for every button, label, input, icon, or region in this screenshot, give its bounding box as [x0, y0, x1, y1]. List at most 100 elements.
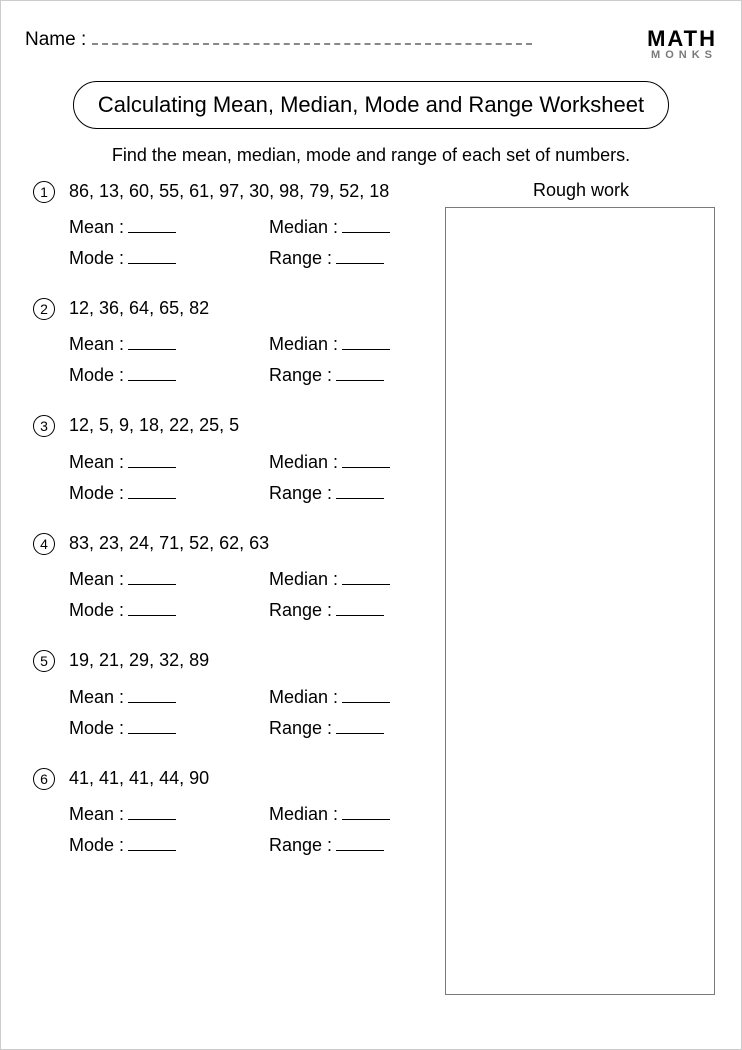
mode-field-label: Mode : [69, 483, 124, 504]
median-field-blank[interactable] [342, 584, 390, 585]
answer-row: Mean :Median : [69, 804, 431, 825]
mean-field: Mean : [69, 334, 229, 355]
question-head: 519, 21, 29, 32, 89 [33, 649, 431, 672]
question-head: 483, 23, 24, 71, 52, 62, 63 [33, 532, 431, 555]
median-field: Median : [269, 452, 429, 473]
mode-field-label: Mode : [69, 835, 124, 856]
range-field-blank[interactable] [336, 733, 384, 734]
mean-field-label: Mean : [69, 334, 124, 355]
mean-field-blank[interactable] [128, 819, 176, 820]
mean-field-label: Mean : [69, 569, 124, 590]
range-field: Range : [269, 718, 429, 739]
median-field: Median : [269, 217, 429, 238]
mode-field-blank[interactable] [128, 850, 176, 851]
median-field-blank[interactable] [342, 232, 390, 233]
question-data: 86, 13, 60, 55, 61, 97, 30, 98, 79, 52, … [69, 180, 389, 203]
median-field-blank[interactable] [342, 467, 390, 468]
question-data: 83, 23, 24, 71, 52, 62, 63 [69, 532, 269, 555]
question-head: 641, 41, 41, 44, 90 [33, 767, 431, 790]
range-field-blank[interactable] [336, 615, 384, 616]
range-field-label: Range : [269, 248, 332, 269]
question-6: 641, 41, 41, 44, 90 Mean :Median : Mode :R… [33, 767, 431, 856]
mode-field-blank[interactable] [128, 733, 176, 734]
answer-row: Mode : Range : [69, 483, 431, 504]
range-field-label: Range : [269, 483, 332, 504]
range-field-blank[interactable] [336, 380, 384, 381]
rough-work-box[interactable] [445, 207, 715, 995]
mode-field: Mode : [69, 248, 229, 269]
mean-field-blank[interactable] [128, 467, 176, 468]
mode-field: Mode : [69, 483, 229, 504]
answer-row: Mode :Range : [69, 600, 431, 621]
median-field-blank[interactable] [342, 819, 390, 820]
mean-field: Mean : [69, 452, 229, 473]
range-field-blank[interactable] [336, 498, 384, 499]
name-block: Name : [25, 29, 532, 51]
mode-field-blank[interactable] [128, 615, 176, 616]
mode-field: Mode : [69, 835, 229, 856]
median-field: Median : [269, 687, 429, 708]
mean-field: Mean : [69, 217, 229, 238]
median-field-label: Median : [269, 452, 338, 473]
answer-row: Mode : Range : [69, 365, 431, 386]
question-answers: Mean : Median : Mode :Range : [33, 569, 431, 621]
question-head: 212, 36, 64, 65, 82 [33, 297, 431, 320]
answer-row: Mean : Median : [69, 687, 431, 708]
question-data: 19, 21, 29, 32, 89 [69, 649, 209, 672]
mean-field: Mean : [69, 569, 229, 590]
answer-row: Mean : Median : [69, 569, 431, 590]
mode-field-blank[interactable] [128, 380, 176, 381]
range-field-label: Range : [269, 718, 332, 739]
median-field-blank[interactable] [342, 702, 390, 703]
header-row: Name : MATH MONKS [25, 29, 717, 61]
mean-field-label: Mean : [69, 452, 124, 473]
mean-field-label: Mean : [69, 687, 124, 708]
range-field: Range : [269, 365, 429, 386]
question-3: 3 12, 5, 9, 18, 22, 25, 5 Mean : Median : Mo… [33, 414, 431, 503]
answer-row: Mode :Range : [69, 835, 431, 856]
question-answers: Mean : Median : Mode : Range : [33, 217, 431, 269]
mode-field-blank[interactable] [128, 498, 176, 499]
median-field: Median : [269, 334, 429, 355]
range-field-blank[interactable] [336, 850, 384, 851]
mean-field-blank[interactable] [128, 232, 176, 233]
worksheet-page: Name : MATH MONKS Calculating Mean, Medi… [0, 0, 742, 1050]
question-data: 12, 5, 9, 18, 22, 25, 5 [69, 414, 239, 437]
median-field-label: Median : [269, 687, 338, 708]
range-field: Range : [269, 248, 429, 269]
name-label: Name : [25, 29, 86, 51]
rough-work-label: Rough work [445, 180, 717, 201]
mode-field: Mode : [69, 600, 229, 621]
answer-row: Mean : Median : [69, 452, 431, 473]
median-field-label: Median : [269, 569, 338, 590]
question-4: 483, 23, 24, 71, 52, 62, 63 Mean : Median … [33, 532, 431, 621]
answer-row: Mode : Range : [69, 248, 431, 269]
question-head: 3 12, 5, 9, 18, 22, 25, 5 [33, 414, 431, 437]
answer-row: Mode : Range : [69, 718, 431, 739]
logo: MATH MONKS [647, 29, 717, 61]
question-answers: Mean : Median : Mode : Range : [33, 334, 431, 386]
mean-field-label: Mean : [69, 217, 124, 238]
median-field: Median : [269, 804, 429, 825]
median-field-label: Median : [269, 804, 338, 825]
mode-field-label: Mode : [69, 718, 124, 739]
mean-field-blank[interactable] [128, 702, 176, 703]
mean-field-blank[interactable] [128, 349, 176, 350]
question-answers: Mean :Median : Mode :Range : [33, 804, 431, 856]
name-input-line[interactable] [92, 31, 532, 45]
answer-row: Mean : Median : [69, 217, 431, 238]
mode-field: Mode : [69, 365, 229, 386]
main-area: 186, 13, 60, 55, 61, 97, 30, 98, 79, 52,… [25, 180, 717, 995]
question-number-badge: 3 [33, 415, 55, 437]
median-field-label: Median : [269, 334, 338, 355]
question-2: 212, 36, 64, 65, 82 Mean : Median : Mode : R… [33, 297, 431, 386]
question-data: 12, 36, 64, 65, 82 [69, 297, 209, 320]
mode-field-blank[interactable] [128, 263, 176, 264]
median-field-blank[interactable] [342, 349, 390, 350]
question-5: 519, 21, 29, 32, 89 Mean : Median : Mode : R… [33, 649, 431, 738]
mode-field: Mode : [69, 718, 229, 739]
mean-field-blank[interactable] [128, 584, 176, 585]
answer-row: Mean : Median : [69, 334, 431, 355]
range-field-blank[interactable] [336, 263, 384, 264]
worksheet-title: Calculating Mean, Median, Mode and Range… [73, 81, 669, 129]
